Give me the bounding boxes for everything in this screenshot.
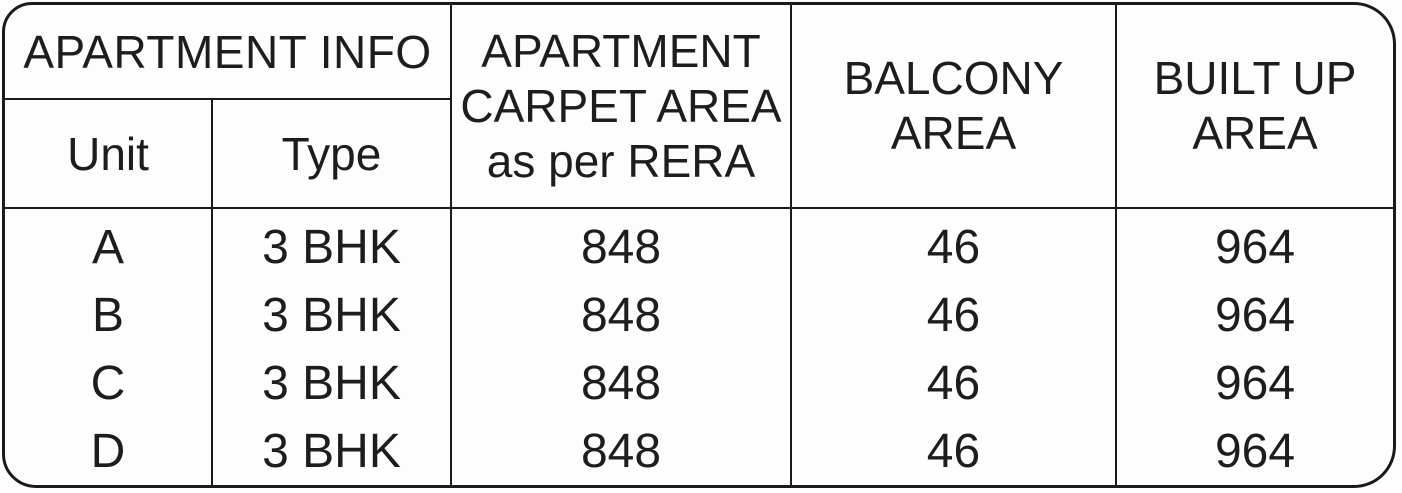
unit-column-header: Unit bbox=[5, 100, 213, 209]
balcony-cell-row-b: 46 bbox=[926, 288, 981, 342]
type-column-header: Type bbox=[213, 100, 452, 209]
builtup-cell-row-b: 964 bbox=[1214, 288, 1296, 342]
builtup-cell-row-c: 964 bbox=[1214, 356, 1296, 410]
carpet-cell-row-c: 848 bbox=[580, 356, 662, 410]
balcony-area-column: 46 46 46 46 bbox=[792, 209, 1117, 485]
type-cell-row-c: 3 BHK bbox=[262, 356, 401, 410]
carpet-cell-row-b: 848 bbox=[580, 288, 662, 342]
built-up-area-header-line1: BUILT UP bbox=[1153, 52, 1357, 104]
built-up-area-column: 964 964 964 964 bbox=[1117, 209, 1393, 485]
unit-cell-row-d: D bbox=[90, 424, 126, 478]
carpet-area-header-line1: APARTMENT bbox=[481, 24, 761, 77]
type-cell-row-a: 3 BHK bbox=[262, 220, 401, 274]
balcony-area-header-line2: AREA bbox=[890, 107, 1017, 159]
carpet-area-column-header: APARTMENT CARPET AREA as per RERA bbox=[452, 5, 792, 209]
carpet-area-header-line3: as per RERA bbox=[486, 134, 756, 187]
unit-cell-row-b: B bbox=[91, 288, 124, 342]
type-cell-row-b: 3 BHK bbox=[262, 288, 401, 342]
carpet-cell-row-d: 848 bbox=[580, 424, 662, 478]
apartment-info-header: APARTMENT INFO bbox=[5, 5, 452, 100]
type-cell-row-d: 3 BHK bbox=[262, 424, 401, 478]
balcony-area-header-line1: BALCONY bbox=[843, 52, 1064, 104]
carpet-area-column: 848 848 848 848 bbox=[452, 209, 792, 485]
built-up-area-header-line2: AREA bbox=[1192, 107, 1318, 159]
built-up-area-column-header: BUILT UP AREA bbox=[1117, 5, 1393, 209]
balcony-area-column-header: BALCONY AREA bbox=[792, 5, 1117, 209]
unit-cell-row-a: A bbox=[91, 220, 124, 274]
unit-cell-row-c: C bbox=[90, 356, 126, 410]
apartment-info-table-grid: APARTMENT INFO Unit Type APARTMENT CARPE… bbox=[5, 5, 1393, 485]
balcony-cell-row-d: 46 bbox=[926, 424, 981, 478]
unit-column: A B C D bbox=[5, 209, 213, 485]
balcony-cell-row-a: 46 bbox=[926, 220, 981, 274]
builtup-cell-row-a: 964 bbox=[1214, 220, 1296, 274]
balcony-cell-row-c: 46 bbox=[926, 356, 981, 410]
builtup-cell-row-d: 964 bbox=[1214, 424, 1296, 478]
carpet-area-header-line2: CARPET AREA bbox=[460, 79, 782, 132]
type-column: 3 BHK 3 BHK 3 BHK 3 BHK bbox=[213, 209, 452, 485]
carpet-cell-row-a: 848 bbox=[580, 220, 662, 274]
